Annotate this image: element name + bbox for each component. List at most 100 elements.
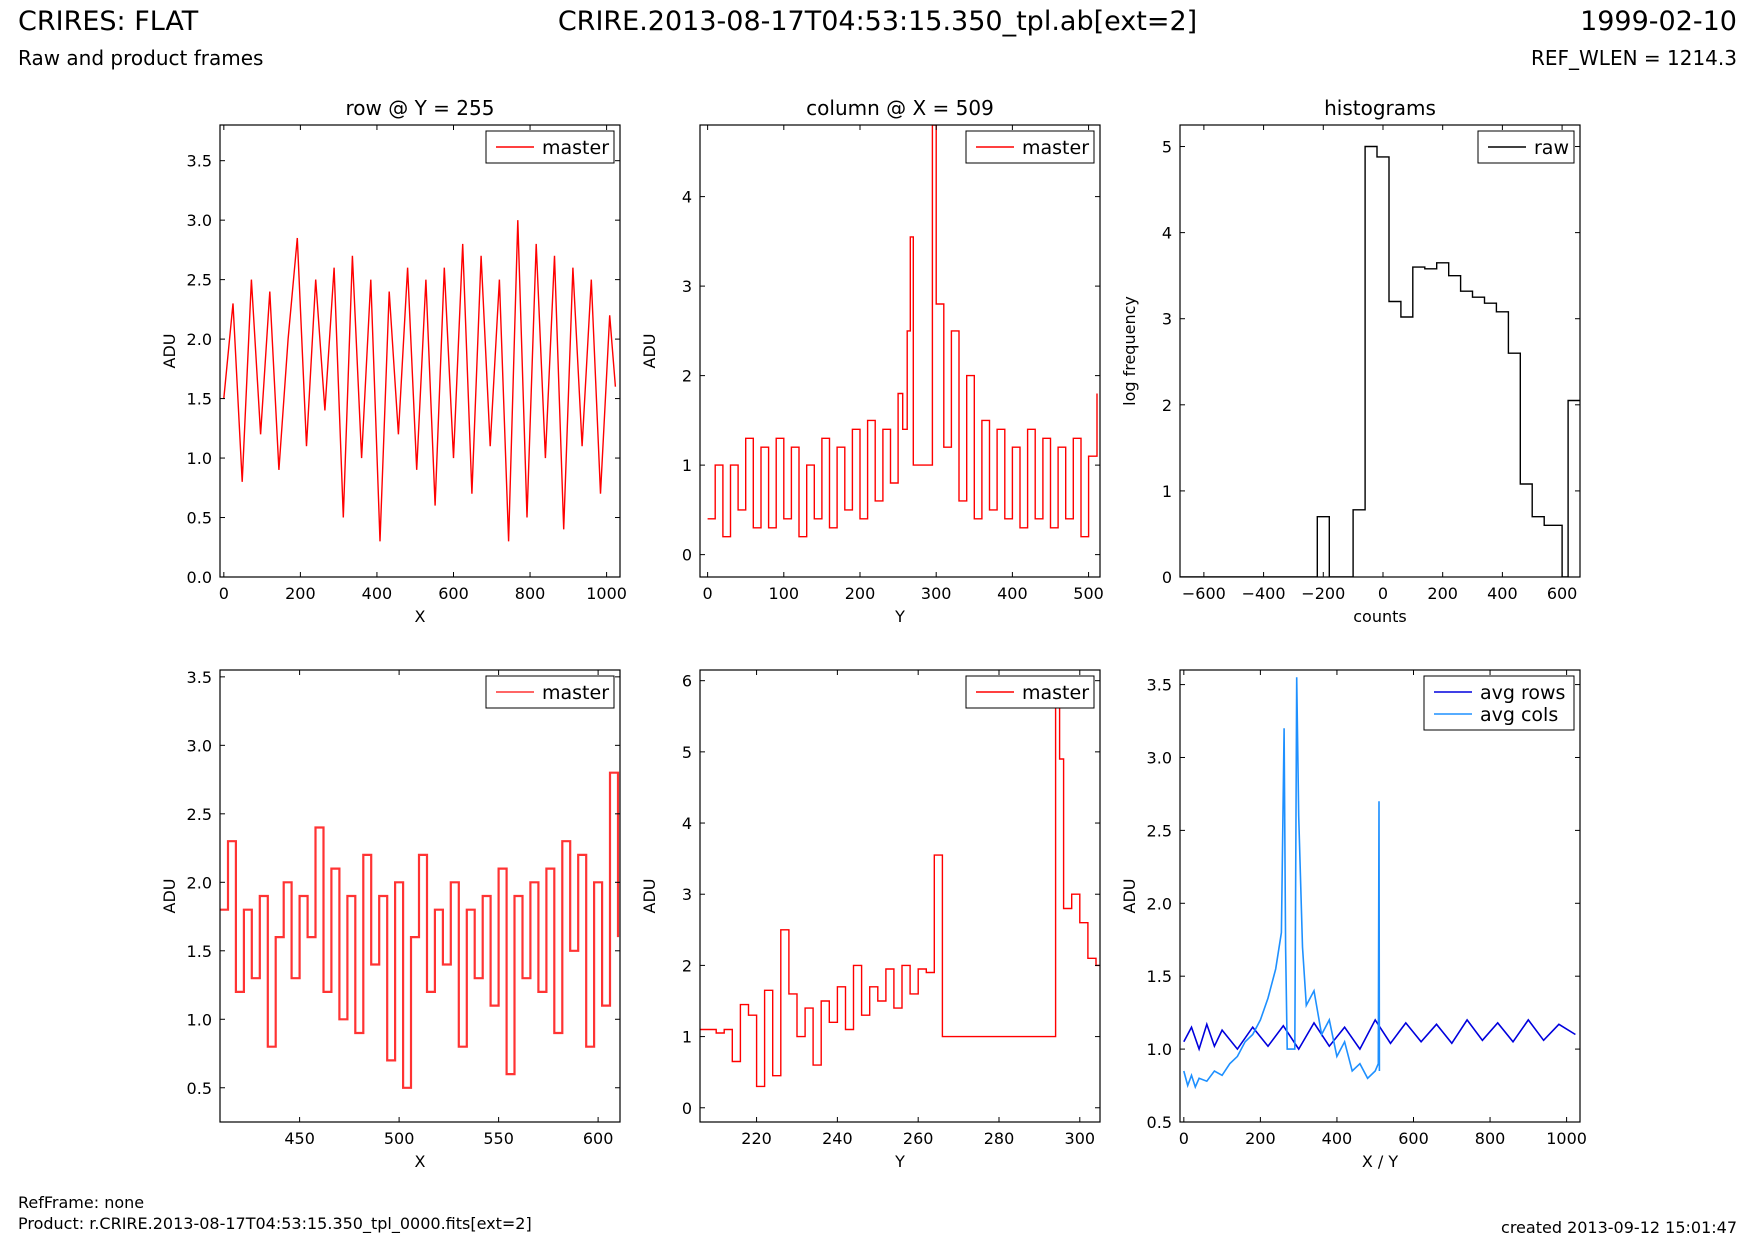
refframe-label: RefFrame: none [18, 1193, 145, 1212]
chart-5-frame [699, 669, 1101, 1123]
chart-2-xtick-label: 0 [703, 584, 713, 603]
chart-4: 450 500 550 600 0.5 1.0 1.5 2.0 2.5 3.0 3.5 X ADU mas… [160, 668, 621, 1171]
chart-6-series-2-line [1183, 677, 1381, 1090]
chart-5-legend-label: master [1022, 682, 1089, 704]
chart-3-ytick-label: 4 [1162, 224, 1172, 243]
chart-6-ytick-label: 3.5 [1147, 676, 1172, 695]
chart-2: 0 100 200 300 400 500 0 1 2 3 4 column @ X = 509 Y AD… [640, 96, 1104, 626]
page-title: CRIRES: FLAT [18, 6, 199, 37]
chart-1-xtick-label: 800 [515, 584, 546, 603]
chart-5-ytick-label: 1 [682, 1028, 692, 1047]
chart-1-ytick-label: 3.0 [187, 211, 212, 230]
chart-5-xtick-label: 280 [984, 1129, 1015, 1148]
date-label: 1999-02-10 [1580, 6, 1737, 37]
chart-3-title: histograms [1324, 96, 1436, 120]
chart-6-xtick-label: 200 [1245, 1129, 1276, 1148]
chart-1-ytick-label: 2.0 [187, 330, 212, 349]
chart-5-xtick-label: 240 [822, 1129, 853, 1148]
chart-5-xtick-label: 220 [741, 1129, 772, 1148]
chart-4-ytick-label: 1.0 [187, 1010, 212, 1029]
chart-1-xtick-label: 600 [438, 584, 469, 603]
chart-3-xtick-label: 0 [1378, 584, 1388, 603]
chart-5-ytick-label: 4 [682, 814, 692, 833]
chart-6-ylabel: ADU [1120, 879, 1139, 914]
chart-6-legend-box [1423, 675, 1575, 731]
chart-3-xtick-label: 400 [1487, 584, 1518, 603]
chart-6-legend-label: avg cols [1480, 704, 1558, 726]
chart-2-xtick-label: 100 [769, 584, 800, 603]
chart-3-xtick-label: 200 [1427, 584, 1458, 603]
chart-1: 0 200 400 600 800 1000 0.0 0.5 1.0 1.5 2.0 2.5 3.0 3.… [160, 96, 627, 626]
chart-6-series-1-line [1183, 1018, 1576, 1052]
chart-2-xtick-label: 500 [1073, 584, 1104, 603]
chart-4-xtick-label: 500 [384, 1129, 415, 1148]
chart-6-ytick-label: 1.0 [1147, 1040, 1172, 1059]
file-title: CRIRE.2013-08-17T04:53:15.350_tpl.ab[ext… [557, 6, 1198, 37]
chart-4-ytick-label: 0.5 [187, 1079, 212, 1098]
chart-5-xtick-label: 300 [1065, 1129, 1096, 1148]
chart-4-xtick-label: 450 [284, 1129, 315, 1148]
chart-4-ytick-label: 3.0 [187, 736, 212, 755]
chart-4-ytick-label: 1.5 [187, 942, 212, 961]
chart-2-xtick-label: 200 [845, 584, 876, 603]
chart-4-ytick-label: 2.0 [187, 873, 212, 892]
chart-1-xtick-label: 1000 [586, 584, 627, 603]
ref-wlen-label: REF_WLEN = 1214.3 [1530, 46, 1737, 70]
chart-3-xtick-label: −200 [1301, 584, 1345, 603]
chart-4-xtick-label: 600 [583, 1129, 614, 1148]
chart-2-ytick-label: 0 [682, 546, 692, 565]
page-subtitle: Raw and product frames [18, 46, 264, 70]
chart-5-xtick-label: 260 [903, 1129, 934, 1148]
chart-1-xlabel: X [415, 607, 426, 626]
chart-6-frame [1179, 669, 1581, 1123]
chart-2-series-1-line [707, 125, 1098, 538]
chart-6-legend-label: avg rows [1480, 682, 1565, 704]
created-label: created 2013-09-12 15:01:47 [1501, 1218, 1737, 1237]
chart-1-ytick-label: 2.5 [187, 271, 212, 290]
chart-1-ytick-label: 0.0 [187, 568, 212, 587]
chart-6-ytick-label: 0.5 [1147, 1113, 1172, 1132]
chart-1-series-1-line [223, 220, 617, 542]
chart-6-ytick-label: 2.5 [1147, 821, 1172, 840]
chart-3-ytick-label: 3 [1162, 310, 1172, 329]
chart-6-xlabel: X / Y [1362, 1152, 1399, 1171]
chart-6-xtick-label: 0 [1179, 1129, 1189, 1148]
chart-3-ytick-label: 1 [1162, 482, 1172, 501]
chart-1-xtick-label: 0 [219, 584, 229, 603]
chart-3-legend-label: raw [1534, 137, 1569, 159]
chart-5-series-1-line [700, 680, 1100, 1088]
chart-1-legend-label: master [542, 137, 609, 159]
chart-1-ytick-label: 1.5 [187, 390, 212, 409]
chart-3-ylabel: log frequency [1120, 296, 1139, 406]
chart-4-xlabel: X [415, 1152, 426, 1171]
product-label: Product: r.CRIRE.2013-08-17T04:53:15.350… [18, 1214, 532, 1233]
chart-3-xtick-label: 600 [1547, 584, 1578, 603]
chart-4-ylabel: ADU [160, 879, 179, 914]
chart-2-frame [699, 124, 1101, 578]
chart-2-xlabel: Y [894, 607, 905, 626]
chart-1-ytick-label: 1.0 [187, 449, 212, 468]
chart-3-series-1-line [1180, 145, 1580, 577]
chart-2-xtick-label: 300 [921, 584, 952, 603]
chart-3-xtick-label: −600 [1182, 584, 1226, 603]
chart-3-ytick-label: 2 [1162, 396, 1172, 415]
chart-5: 220 240 260 280 300 0 1 2 3 4 5 6 Y ADU master [640, 669, 1101, 1171]
chart-6-xtick-label: 600 [1398, 1129, 1429, 1148]
chart-1-xtick-label: 400 [362, 584, 393, 603]
chart-3: −600 −400 −200 0 200 400 600 0 1 2 3 4 5 histograms co… [1120, 96, 1581, 626]
chart-6-ytick-label: 3.0 [1147, 748, 1172, 767]
chart-2-ytick-label: 4 [682, 188, 692, 207]
chart-5-xlabel: Y [894, 1152, 905, 1171]
chart-3-frame [1179, 124, 1581, 578]
chart-6-ytick-label: 1.5 [1147, 967, 1172, 986]
chart-4-legend-label: master [542, 682, 609, 704]
chart-4-xtick-label: 550 [483, 1129, 514, 1148]
chart-5-ytick-label: 5 [682, 743, 692, 762]
chart-3-ytick-label: 0 [1162, 568, 1172, 587]
chart-5-ylabel: ADU [640, 879, 659, 914]
chart-6-xtick-label: 400 [1322, 1129, 1353, 1148]
chart-3-ytick-label: 5 [1162, 138, 1172, 157]
chart-1-title: row @ Y = 255 [346, 96, 495, 120]
chart-2-ytick-label: 3 [682, 277, 692, 296]
